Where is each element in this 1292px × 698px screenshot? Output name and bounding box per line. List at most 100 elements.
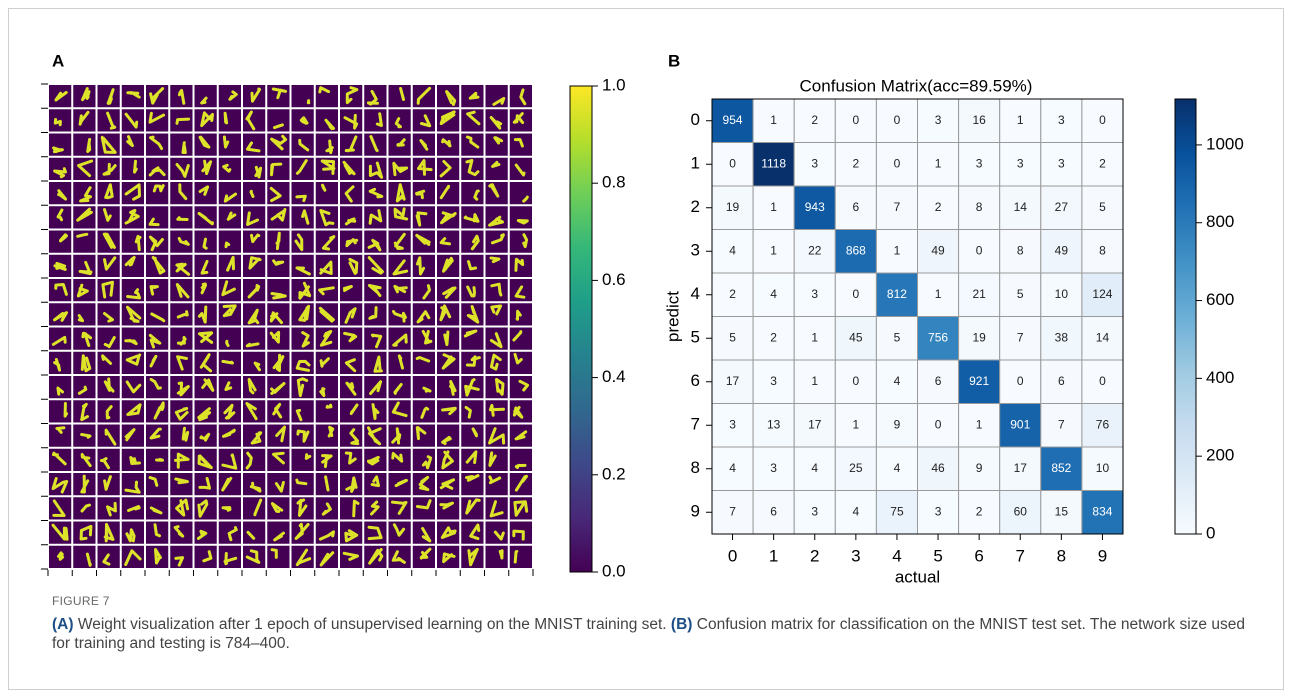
digit-weight — [88, 139, 90, 151]
x-tick-label: 9 — [1098, 546, 1107, 565]
cell-label: 1 — [811, 374, 818, 388]
cell-label: 8 — [976, 200, 983, 214]
digit-weight — [225, 113, 227, 123]
x-axis-label: actual — [895, 567, 940, 586]
panel-label: B — [668, 51, 680, 70]
caption: (A) Weight visualization after 1 epoch o… — [52, 615, 1252, 653]
x-tick-label: 8 — [1057, 546, 1066, 565]
cell-label: 0 — [935, 417, 942, 431]
digit-weight — [78, 234, 87, 236]
cell-label: 0 — [894, 113, 901, 127]
cell-label: 852 — [1051, 461, 1071, 475]
caption-text: Weight visualization after 1 epoch of un… — [78, 616, 667, 633]
cell-label: 4 — [853, 504, 860, 518]
y-tick-label: 6 — [691, 371, 700, 390]
cell-label: 3 — [770, 461, 777, 475]
figure: A0.00.20.40.60.81.0BConfusion Matrix(acc… — [0, 0, 1292, 590]
cell-label: 1118 — [761, 156, 786, 170]
cell-label: 0 — [853, 374, 860, 388]
digit-weight — [395, 286, 406, 292]
cell-label: 124 — [1092, 287, 1112, 301]
digit-weight — [54, 148, 63, 152]
cell-label: 2 — [729, 287, 736, 301]
cell-label: 13 — [767, 417, 781, 431]
cell-label: 0 — [853, 287, 860, 301]
cell-label: 756 — [928, 330, 948, 344]
cell-label: 7 — [894, 200, 901, 214]
cell-label: 1 — [770, 113, 777, 127]
cell-label: 3 — [1058, 113, 1065, 127]
digit-weight — [55, 263, 65, 269]
cell-label: 6 — [853, 200, 860, 214]
cell-label: 8 — [1017, 243, 1024, 257]
y-tick-label: 5 — [691, 328, 700, 347]
cell-label: 9 — [976, 461, 983, 475]
cell-label: 60 — [1014, 504, 1028, 518]
cell-label: 49 — [931, 243, 945, 257]
cell-label: 4 — [770, 287, 777, 301]
cell-label: 49 — [1055, 243, 1069, 257]
cell-label: 75 — [890, 504, 904, 518]
figure-label: FIGURE 7 — [52, 594, 110, 608]
cell-label: 1 — [770, 243, 777, 257]
cell-label: 19 — [726, 200, 740, 214]
cell-label: 1 — [1017, 113, 1024, 127]
cell-label: 4 — [894, 461, 901, 475]
cell-label: 4 — [729, 461, 736, 475]
colorbar-tick-label: 600 — [1206, 290, 1234, 309]
cell-label: 46 — [931, 461, 945, 475]
y-tick-label: 8 — [691, 458, 700, 477]
chart-title: Confusion Matrix(acc=89.59%) — [800, 76, 1033, 95]
cell-label: 834 — [1092, 504, 1112, 518]
cell-label: 16 — [972, 113, 986, 127]
cell-label: 6 — [770, 504, 777, 518]
digit-weight — [157, 459, 163, 460]
digit-weight — [500, 551, 502, 558]
cell-label: 17 — [1014, 461, 1028, 475]
y-tick-label: 0 — [691, 110, 700, 129]
digit-weight — [256, 167, 261, 177]
cell-label: 27 — [1055, 200, 1069, 214]
y-tick-label: 4 — [691, 284, 700, 303]
cell-label: 22 — [808, 243, 822, 257]
digit-weight — [135, 161, 137, 172]
y-tick-label: 7 — [691, 415, 700, 434]
digit-weight — [518, 221, 527, 224]
cell-label: 5 — [1099, 200, 1106, 214]
colorbar — [570, 86, 592, 572]
cell-label: 954 — [723, 113, 743, 127]
colorbar-tick-label: 0 — [1206, 523, 1215, 542]
colorbar-tick-label: 1000 — [1206, 134, 1244, 153]
cell-label: 21 — [972, 287, 986, 301]
cell-label: 15 — [1055, 504, 1069, 518]
digit-weight — [327, 405, 331, 407]
cell-label: 14 — [1096, 330, 1110, 344]
cell-label: 3 — [1058, 156, 1065, 170]
cell-label: 3 — [1017, 156, 1024, 170]
cell-label: 5 — [729, 330, 736, 344]
cell-label: 10 — [1096, 461, 1110, 475]
cell-label: 17 — [726, 374, 740, 388]
panel-label: A — [52, 51, 64, 70]
colorbar-tick-label: 200 — [1206, 446, 1234, 465]
cell-label: 8 — [1099, 243, 1106, 257]
cell-label: 2 — [935, 200, 942, 214]
cell-label: 2 — [1099, 156, 1106, 170]
digit-weight — [247, 344, 258, 346]
cell-label: 3 — [811, 287, 818, 301]
cell-label: 76 — [1096, 417, 1110, 431]
y-tick-label: 2 — [691, 197, 700, 216]
cell-label: 921 — [969, 374, 989, 388]
colorbar-tick-label: 800 — [1206, 212, 1234, 231]
cell-label: 0 — [894, 156, 901, 170]
digit-weight — [59, 553, 63, 559]
cell-label: 3 — [811, 504, 818, 518]
cell-label: 7 — [1017, 330, 1024, 344]
x-tick-label: 4 — [892, 546, 901, 565]
digit-weight — [204, 239, 206, 248]
colorbar-tick-label: 0.4 — [602, 367, 626, 386]
cell-label: 1 — [894, 243, 901, 257]
digit-weight — [306, 455, 310, 459]
digit-weight — [65, 404, 66, 417]
cell-label: 943 — [805, 200, 825, 214]
